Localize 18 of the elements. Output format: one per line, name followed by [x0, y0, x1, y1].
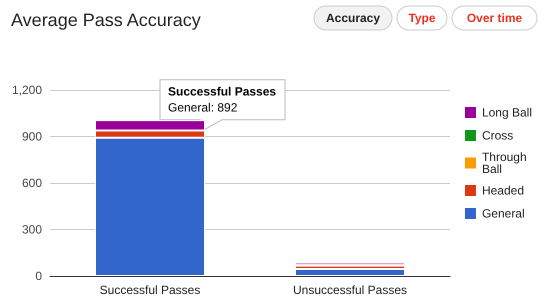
bar [295, 269, 405, 276]
x-tick-label: Successful Passes [100, 283, 200, 297]
y-tick-label: 1,200 [12, 83, 42, 97]
chart-title: Average Pass Accuracy [11, 10, 201, 30]
x-tick-label: Unsuccessful Passes [292, 283, 408, 297]
annotation: Successful Passes General: 892 [168, 84, 276, 115]
legend-label: Headed [482, 184, 524, 198]
text: Over time [466, 11, 523, 25]
legend-label: Cross [482, 128, 514, 142]
legend-label: General [482, 206, 525, 220]
y-tick-label: 900 [22, 130, 42, 144]
y-tick-label: 600 [22, 176, 42, 190]
y-tick-label: 300 [22, 222, 42, 236]
legend-label: Through Ball [482, 150, 530, 176]
y-tick-label: 0 [35, 269, 42, 283]
text: Type [408, 11, 436, 25]
text: Accuracy [326, 11, 380, 25]
legend-label: Long Ball [482, 106, 532, 120]
